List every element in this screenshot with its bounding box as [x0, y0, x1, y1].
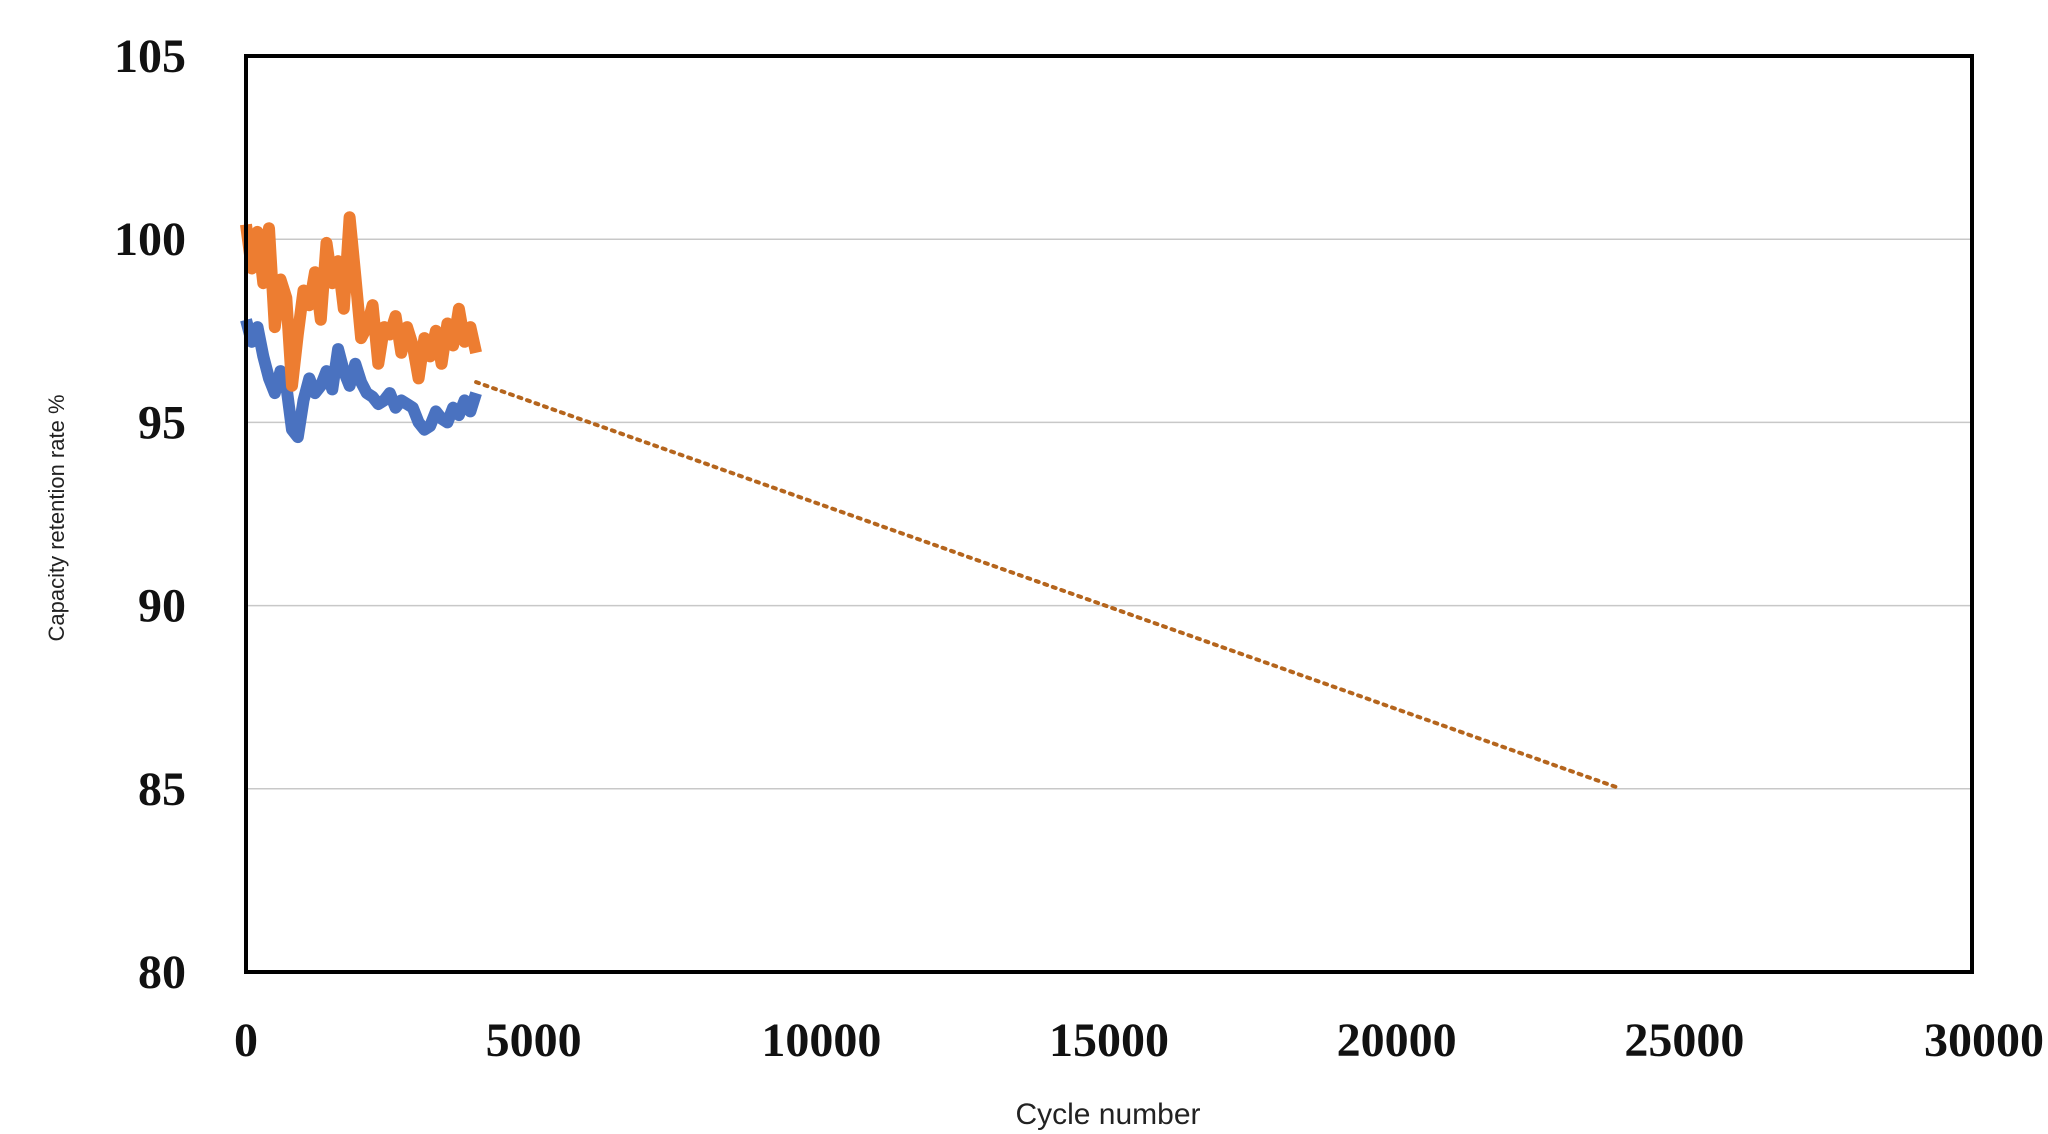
- y-tick-label: 105: [114, 30, 186, 83]
- x-axis-label: Cycle number: [1015, 1098, 1200, 1131]
- y-tick-labels: 80 85 90 95 100 105: [114, 30, 186, 999]
- x-tick-label: 25000: [1624, 1014, 1744, 1067]
- x-tick-label: 0: [234, 1014, 258, 1067]
- y-tick-label: 100: [114, 213, 186, 266]
- y-tick-label: 85: [138, 763, 186, 816]
- x-tick-label: 20000: [1337, 1014, 1457, 1067]
- x-tick-label: 5000: [486, 1014, 582, 1067]
- y-tick-label: 80: [138, 946, 186, 999]
- plot-frame: [244, 54, 1974, 974]
- y-axis-label: Capacity retention rate %: [44, 394, 69, 641]
- x-tick-label: 30000: [1924, 1014, 2044, 1067]
- x-tick-label: 10000: [761, 1014, 881, 1067]
- y-tick-label: 95: [138, 396, 186, 449]
- series-trend-line: [474, 380, 1623, 791]
- series-layer: [240, 211, 1623, 791]
- x-tick-label: 15000: [1049, 1014, 1169, 1067]
- series-line-1: [240, 211, 482, 392]
- grid-lines: [246, 238, 1972, 790]
- x-tick-labels: 0 5000 10000 15000 20000 25000 30000: [234, 1014, 2044, 1067]
- y-tick-label: 90: [138, 580, 186, 633]
- series-line-0: [240, 318, 482, 444]
